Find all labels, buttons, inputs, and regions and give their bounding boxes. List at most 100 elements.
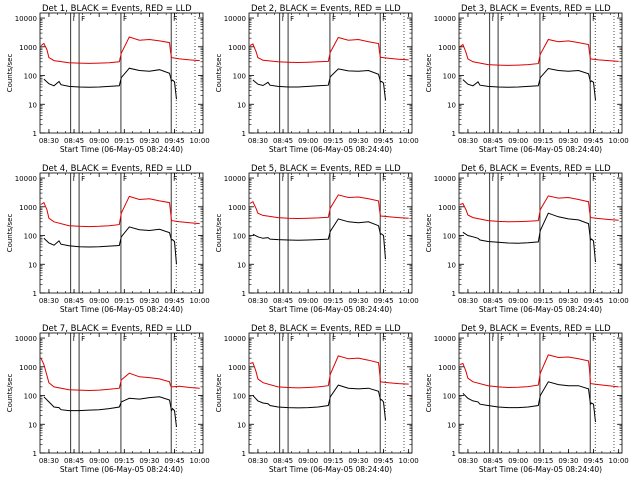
x-tick-label: 10:00 xyxy=(609,137,629,145)
x-tick-label: 09:30 xyxy=(348,457,368,465)
marker-label: F xyxy=(173,175,177,183)
marker-label: F xyxy=(592,335,596,343)
x-tick-label: 10:00 xyxy=(609,297,629,305)
marker-label: I xyxy=(73,175,75,183)
series-events-line xyxy=(252,384,386,421)
y-tick-label: 10 xyxy=(28,261,37,269)
x-tick-label: 08:30 xyxy=(248,457,268,465)
x-tick-label: 09:45 xyxy=(164,457,184,465)
y-tick-label: 10 xyxy=(28,101,37,109)
chart-title: Det 6, BLACK = Events, RED = LLD xyxy=(461,164,611,174)
series-events-line xyxy=(462,212,596,263)
x-tick-label: 10:00 xyxy=(399,457,419,465)
series-lld-line xyxy=(459,38,619,66)
x-tick-label: 08:45 xyxy=(273,457,293,465)
x-tick-label: 09:30 xyxy=(558,137,578,145)
y-tick-label: 100 xyxy=(233,73,246,81)
marker-label: F xyxy=(290,175,294,183)
y-tick-label: 1000 xyxy=(438,204,456,212)
y-tick-label: 1 xyxy=(33,290,37,298)
series-events-line xyxy=(462,381,596,423)
panel-3: Det 3, BLACK = Events, RED = LLD 1 10 100 10… xyxy=(425,4,629,154)
x-tick-label: 09:30 xyxy=(558,457,578,465)
x-tick-label: 09:15 xyxy=(533,137,553,145)
x-axis-label: Start Time (06-May-05 08:24:40) xyxy=(479,465,602,474)
x-tick-label: 08:45 xyxy=(483,297,503,305)
marker-label: F xyxy=(332,335,336,343)
x-tick-label: 09:45 xyxy=(373,137,393,145)
marker-label: F xyxy=(542,335,546,343)
x-tick-label: 10:00 xyxy=(190,457,210,465)
marker-label: F xyxy=(173,15,177,23)
marker-label: F xyxy=(332,15,336,23)
y-axis-label: Counts/sec xyxy=(215,54,223,93)
y-axis-label: Counts/sec xyxy=(6,214,14,253)
y-tick-label: 100 xyxy=(233,393,246,401)
panel-8: Det 8, BLACK = Events, RED = LLD 1 10 100 10… xyxy=(215,324,419,474)
x-tick-label: 08:45 xyxy=(64,137,84,145)
series-lld-line xyxy=(249,194,409,220)
y-tick-label: 10 xyxy=(447,261,456,269)
plot-frame xyxy=(39,332,204,454)
marker-label: F xyxy=(542,15,546,23)
x-tick-label: 09:15 xyxy=(114,457,134,465)
chart-title: Det 8, BLACK = Events, RED = LLD xyxy=(251,324,401,334)
y-tick-label: 1000 xyxy=(228,44,246,52)
y-tick-label: 10000 xyxy=(224,175,246,183)
x-axis-label: Start Time (06-May-05 08:24:40) xyxy=(269,305,392,314)
x-axis-label: Start Time (06-May-05 08:24:40) xyxy=(479,145,602,154)
x-tick-label: 09:00 xyxy=(508,457,528,465)
y-tick-label: 1000 xyxy=(438,364,456,372)
y-tick-label: 1 xyxy=(452,450,456,458)
x-tick-label: 09:15 xyxy=(323,137,343,145)
y-tick-label: 1000 xyxy=(228,204,246,212)
y-tick-label: 100 xyxy=(233,233,246,241)
marker-label: F xyxy=(500,175,504,183)
x-tick-label: 08:30 xyxy=(39,297,59,305)
x-tick-label: 09:45 xyxy=(164,297,184,305)
x-tick-label: 09:30 xyxy=(139,457,159,465)
x-tick-label: 09:00 xyxy=(508,297,528,305)
chart-title: Det 9, BLACK = Events, RED = LLD xyxy=(461,324,611,334)
x-tick-label: 09:45 xyxy=(164,137,184,145)
x-tick-label: 08:45 xyxy=(483,457,503,465)
marker-label: F xyxy=(290,15,294,23)
x-axis-label: Start Time (06-May-05 08:24:40) xyxy=(269,145,392,154)
y-tick-label: 100 xyxy=(24,73,37,81)
x-axis-label: Start Time (06-May-05 08:24:40) xyxy=(60,145,183,154)
y-axis-label: Counts/sec xyxy=(215,214,223,253)
x-tick-label: 10:00 xyxy=(399,297,419,305)
marker-label: I xyxy=(73,335,75,343)
y-tick-label: 10 xyxy=(237,101,246,109)
y-axis-label: Counts/sec xyxy=(425,214,433,253)
plot-frame xyxy=(39,172,204,294)
plot-frame xyxy=(248,332,413,454)
y-tick-label: 10000 xyxy=(434,15,456,23)
y-axis-label: Counts/sec xyxy=(425,54,433,93)
series-events-line xyxy=(252,218,386,260)
x-tick-label: 09:00 xyxy=(89,457,109,465)
panel-1: Det 1, BLACK = Events, RED = LLD 1 10 100 10… xyxy=(6,4,210,154)
x-tick-label: 09:15 xyxy=(114,137,134,145)
x-tick-label: 09:30 xyxy=(139,297,159,305)
chart-title: Det 4, BLACK = Events, RED = LLD xyxy=(42,164,192,174)
marker-label: F xyxy=(382,175,386,183)
marker-label: F xyxy=(592,175,596,183)
y-tick-label: 10000 xyxy=(15,335,37,343)
marker-label: I xyxy=(492,175,494,183)
y-axis-label: Counts/sec xyxy=(215,374,223,413)
plot-frame xyxy=(248,12,413,134)
marker-label: F xyxy=(123,175,127,183)
x-axis-label: Start Time (06-May-05 08:24:40) xyxy=(60,305,183,314)
y-tick-label: 1 xyxy=(33,130,37,138)
series-lld-line xyxy=(249,355,409,389)
x-tick-label: 08:30 xyxy=(39,137,59,145)
marker-label: F xyxy=(500,15,504,23)
x-tick-label: 09:30 xyxy=(558,297,578,305)
x-tick-label: 08:45 xyxy=(273,297,293,305)
x-tick-label: 10:00 xyxy=(190,297,210,305)
y-tick-label: 10000 xyxy=(15,175,37,183)
chart-title: Det 1, BLACK = Events, RED = LLD xyxy=(42,4,192,14)
x-tick-label: 09:00 xyxy=(298,457,318,465)
y-tick-label: 1000 xyxy=(438,44,456,52)
